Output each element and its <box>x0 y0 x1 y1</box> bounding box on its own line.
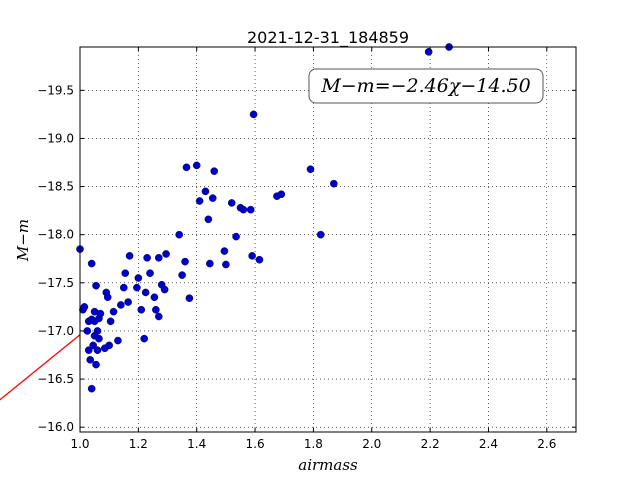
x-tick-label: 2.0 <box>362 437 381 451</box>
data-point <box>95 334 103 343</box>
data-point <box>114 336 122 345</box>
data-point <box>96 309 105 318</box>
data-point <box>306 165 315 174</box>
data-point <box>204 215 213 224</box>
data-point <box>185 294 194 303</box>
data-point <box>140 334 148 343</box>
y-tick-label: −18.5 <box>37 180 74 194</box>
data-point <box>220 247 229 255</box>
x-axis-label: airmass <box>298 456 358 474</box>
chart-title: 2021-12-31_184859 <box>247 28 409 48</box>
data-point <box>93 327 102 335</box>
y-tick-label: −16.0 <box>37 420 74 434</box>
data-point <box>249 110 258 119</box>
data-point <box>206 259 214 268</box>
data-point <box>175 230 183 239</box>
data-point <box>424 48 433 56</box>
data-point <box>87 259 96 268</box>
data-point <box>146 269 154 277</box>
data-point <box>239 205 248 214</box>
data-point <box>83 327 92 335</box>
fit-line-layer <box>0 334 81 401</box>
data-point <box>109 307 118 316</box>
data-point <box>152 305 160 314</box>
data-point <box>222 260 230 269</box>
data-point <box>162 250 170 258</box>
data-point <box>124 298 132 306</box>
data-point <box>105 341 113 350</box>
data-point <box>316 230 325 239</box>
x-tick-label: 1.8 <box>304 437 323 451</box>
data-point <box>134 274 143 282</box>
data-point <box>121 269 130 277</box>
annotation-box <box>308 68 544 104</box>
data-point <box>137 305 146 314</box>
fit-equation-annotation: M−m=−2.46χ−14.50 <box>320 75 530 97</box>
data-point <box>150 293 159 302</box>
data-point <box>154 253 163 262</box>
data-point <box>119 283 128 292</box>
y-tick-label: −19.5 <box>37 83 74 97</box>
data-point <box>80 303 89 311</box>
data-point <box>232 232 240 241</box>
data-point <box>125 252 134 260</box>
data-point <box>246 205 255 214</box>
data-point <box>182 163 191 172</box>
data-point <box>93 346 102 354</box>
y-tick-label: −19.0 <box>37 131 74 145</box>
y-ticks: −16.0 −16.5 −17.0 −17.5 −18.0 −18.5 −19.0 −19.5 <box>37 83 576 434</box>
data-point <box>201 187 210 196</box>
y-tick-label: −17.5 <box>37 276 74 290</box>
data-point <box>192 161 201 170</box>
data-point <box>330 179 338 188</box>
fit-line <box>0 334 81 401</box>
data-point <box>92 360 100 369</box>
y-tick-label: −17.0 <box>37 324 74 338</box>
x-tick-label: 1.0 <box>70 437 89 451</box>
x-tick-label: 2.2 <box>421 437 440 451</box>
x-tick-label: 1.2 <box>129 437 148 451</box>
data-point <box>160 285 169 294</box>
y-axis-label: M−m <box>14 219 32 262</box>
x-ticks: 1.0 1.2 1.4 1.6 1.8 2.0 2.2 2.4 2.6 <box>70 47 556 451</box>
x-tick-label: 1.4 <box>187 437 206 451</box>
data-point <box>181 257 189 266</box>
plot-area <box>80 47 576 432</box>
plot-frame <box>79 46 577 433</box>
data-point <box>208 194 217 202</box>
data-point <box>89 341 97 350</box>
data-point <box>154 312 163 321</box>
data-point <box>92 281 100 290</box>
y-tick-label: −16.5 <box>37 372 74 386</box>
data-point <box>248 252 256 260</box>
data-point <box>277 190 286 199</box>
data-point <box>255 255 264 264</box>
data-point <box>195 197 204 205</box>
data-point <box>141 288 150 297</box>
x-tick-label: 1.6 <box>246 437 265 451</box>
data-point <box>117 301 125 309</box>
data-point <box>106 317 115 326</box>
data-point <box>103 293 112 302</box>
data-point <box>86 356 95 364</box>
y-tick-label: −18.0 <box>37 228 74 242</box>
data-point <box>133 283 141 292</box>
x-tick-label: 2.4 <box>479 437 498 451</box>
data-point <box>178 271 186 279</box>
data-point <box>210 167 219 175</box>
x-tick-label: 2.6 <box>537 437 556 451</box>
data-point <box>87 384 96 393</box>
data-point <box>84 346 93 354</box>
data-point <box>143 253 151 262</box>
data-point <box>227 199 236 207</box>
